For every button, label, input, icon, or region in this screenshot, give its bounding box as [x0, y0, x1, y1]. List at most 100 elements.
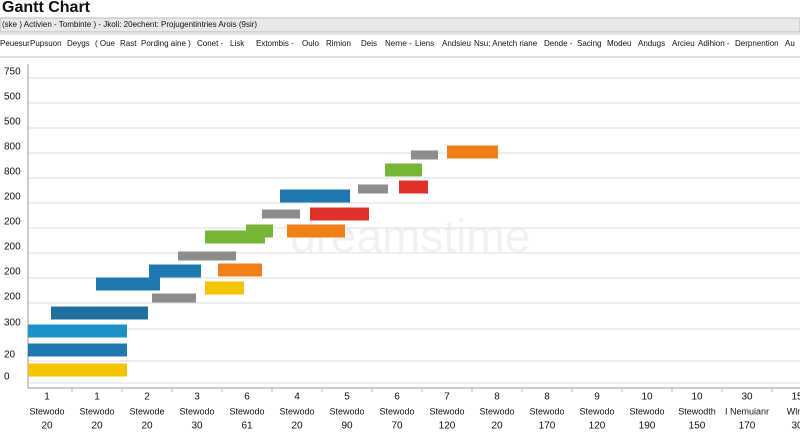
column-header: Rast: [120, 39, 137, 48]
x-value: 120: [439, 421, 456, 432]
x-name: Wlne: [787, 406, 800, 416]
column-header: Sacing: [577, 39, 601, 48]
x-value: 30: [791, 421, 800, 432]
x-number: 6: [244, 392, 250, 403]
task-bar: [28, 363, 127, 377]
task-bar: [358, 184, 388, 194]
x-number: 2: [144, 392, 150, 403]
x-number: 5: [344, 392, 350, 403]
x-name: Stewode: [129, 406, 164, 416]
column-header: Pupsuon: [30, 39, 62, 48]
y-label: 200: [4, 292, 21, 303]
column-header: Adihion -: [698, 39, 730, 48]
y-label: 0: [4, 372, 10, 383]
column-header: Dende -: [544, 39, 573, 48]
x-value: 20: [41, 421, 53, 432]
task-bar: [385, 163, 422, 177]
header-band: [0, 17, 800, 33]
x-number: 7: [444, 392, 450, 403]
column-header: ( Oue: [95, 39, 116, 48]
x-number: 1: [44, 392, 50, 403]
x-number: 30: [741, 392, 753, 403]
column-header: Rimion: [326, 39, 351, 48]
task-bar: [310, 207, 369, 221]
x-name: Stewodo: [429, 406, 464, 416]
y-label: 200: [4, 192, 21, 203]
x-number: 10: [691, 392, 703, 403]
x-value: 170: [739, 421, 756, 432]
x-number: 9: [594, 392, 600, 403]
x-name: Stewodo: [329, 406, 364, 416]
y-label: 500: [4, 92, 21, 103]
task-bar: [96, 277, 160, 291]
task-bar: [280, 189, 350, 203]
x-number: 10: [641, 392, 653, 403]
column-header: Extombis -: [256, 39, 294, 48]
column-header: Liens: [415, 39, 434, 48]
task-bar: [28, 343, 127, 357]
x-name: Stewodth: [678, 406, 716, 416]
x-value: 20: [91, 421, 103, 432]
x-value: 90: [341, 421, 353, 432]
column-header: Au: [785, 39, 795, 48]
task-bar: [149, 264, 201, 278]
column-header: Derpnention: [735, 39, 779, 48]
x-name: Stewodo: [579, 406, 614, 416]
x-value: 190: [639, 421, 656, 432]
y-label: 500: [4, 117, 21, 128]
task-bar: [51, 306, 148, 320]
x-number: 4: [294, 392, 300, 403]
y-label: 800: [4, 142, 21, 153]
x-name: Stewodo: [229, 406, 264, 416]
x-number: 6: [394, 392, 400, 403]
x-number: 1: [94, 392, 100, 403]
x-name: Stewodo: [29, 406, 64, 416]
x-name: Stewodo: [279, 406, 314, 416]
column-header: Pording aine ): [141, 39, 191, 48]
column-header: Modeu: [607, 39, 631, 48]
x-value: 30: [191, 421, 203, 432]
task-bar: [246, 224, 273, 238]
y-label: 750: [4, 67, 21, 78]
x-value: 150: [689, 421, 706, 432]
x-number: 3: [194, 392, 200, 403]
y-label: 800: [4, 167, 21, 178]
x-number: 8: [494, 392, 500, 403]
task-bar: [152, 293, 196, 303]
task-bar: [28, 324, 127, 338]
column-header: Conet -: [197, 39, 224, 48]
column-header: Oulo: [302, 39, 319, 48]
y-label: 200: [4, 267, 21, 278]
x-value: 61: [241, 421, 253, 432]
y-label: 200: [4, 242, 21, 253]
column-header: Andsieu: [442, 39, 471, 48]
column-header: Andugs: [638, 39, 665, 48]
x-name: Stewodo: [529, 406, 564, 416]
x-value: 70: [391, 421, 403, 432]
task-bar: [218, 263, 262, 277]
x-value: 20: [141, 421, 153, 432]
column-header: Deis: [361, 39, 377, 48]
x-name: Stewodo: [79, 406, 114, 416]
y-label: 200: [4, 217, 21, 228]
chart-title: Gantt Chart: [2, 0, 91, 16]
task-bar: [205, 281, 244, 295]
column-header: Arcieu: [672, 39, 695, 48]
x-number: 8: [544, 392, 550, 403]
task-bar: [447, 145, 498, 159]
x-value: 120: [589, 421, 606, 432]
y-label: 300: [4, 318, 21, 329]
x-name: Stewodo: [379, 406, 414, 416]
x-value: 20: [291, 421, 303, 432]
task-bar: [178, 251, 236, 261]
x-value: 20: [491, 421, 503, 432]
task-bar: [287, 224, 345, 238]
header-text: (ske ) Activien - Tombinte ) - Jkoli: 20…: [2, 20, 257, 29]
task-bar: [399, 180, 428, 194]
task-bar: [411, 150, 438, 160]
x-name: Stewodo: [629, 406, 664, 416]
x-value: 170: [539, 421, 556, 432]
task-bar: [262, 209, 300, 219]
x-name: Stewodo: [479, 406, 514, 416]
